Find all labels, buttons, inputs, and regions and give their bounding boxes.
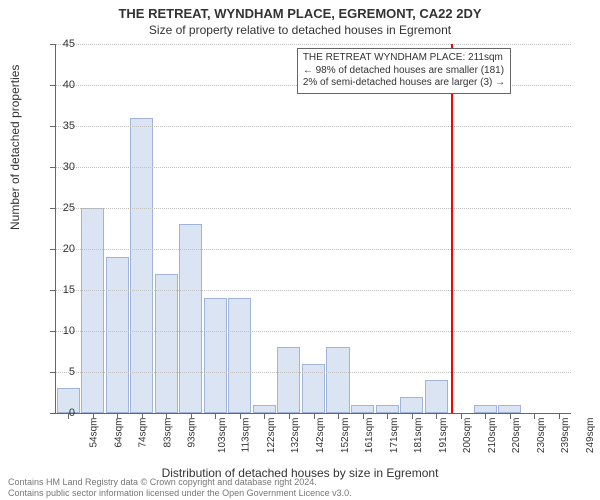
x-tick-label: 113sqm (241, 418, 252, 453)
x-tick (559, 413, 560, 419)
gridline (56, 208, 571, 209)
x-tick-label: 220sqm (511, 418, 522, 454)
reference-line (451, 44, 453, 413)
annotation-line: THE RETREAT WYNDHAM PLACE: 211sqm (303, 52, 505, 65)
x-tick-label: 103sqm (217, 418, 228, 454)
histogram-bar (277, 347, 300, 413)
histogram-bar (253, 405, 276, 413)
annotation-box: THE RETREAT WYNDHAM PLACE: 211sqm← 98% o… (297, 48, 511, 94)
x-tick (461, 413, 462, 419)
histogram-bar (130, 118, 153, 413)
gridline (56, 126, 571, 127)
gridline (56, 290, 571, 291)
x-tick-label: 64sqm (113, 418, 124, 448)
x-tick-label: 191sqm (438, 418, 449, 454)
x-tick-label: 54sqm (89, 418, 100, 448)
x-tick-label: 132sqm (291, 418, 302, 454)
gridline (56, 249, 571, 250)
x-tick (338, 413, 339, 419)
x-tick (117, 413, 118, 419)
gridline (56, 331, 571, 332)
x-tick-label: 83sqm (162, 418, 173, 448)
histogram-bar (498, 405, 521, 413)
chart-subtitle: Size of property relative to detached ho… (0, 21, 600, 37)
x-tick-label: 122sqm (266, 418, 277, 454)
histogram-bar (179, 224, 202, 413)
footer-line-2: Contains public sector information licen… (8, 488, 352, 498)
y-tick-label: 40 (47, 79, 75, 91)
x-tick (363, 413, 364, 419)
footer-line-1: Contains HM Land Registry data © Crown c… (8, 477, 352, 487)
annotation-line: ← 98% of detached houses are smaller (18… (303, 65, 505, 78)
histogram-bar (81, 208, 104, 413)
x-tick (264, 413, 265, 419)
histogram-bar (326, 347, 349, 413)
histogram-bar (204, 298, 227, 413)
histogram-bar (155, 274, 178, 413)
histogram-bar (400, 397, 423, 413)
x-tick (215, 413, 216, 419)
annotation-line: 2% of semi-detached houses are larger (3… (303, 77, 505, 90)
x-tick-label: 161sqm (364, 418, 375, 454)
x-tick-label: 171sqm (389, 418, 400, 454)
y-tick-label: 35 (47, 120, 75, 132)
x-tick-label: 93sqm (187, 418, 198, 448)
chart-title: THE RETREAT, WYNDHAM PLACE, EGREMONT, CA… (0, 0, 600, 21)
y-axis-label: Number of detached properties (8, 65, 22, 230)
footer-attribution: Contains HM Land Registry data © Crown c… (8, 477, 352, 498)
y-tick-label: 20 (47, 243, 75, 255)
x-tick-label: 142sqm (315, 418, 326, 454)
x-tick-label: 239sqm (560, 418, 571, 454)
x-tick (387, 413, 388, 419)
y-tick-label: 10 (47, 325, 75, 337)
x-tick-label: 200sqm (462, 418, 473, 454)
bars-layer (56, 44, 571, 413)
plot-area: 54sqm64sqm74sqm83sqm93sqm103sqm113sqm122… (55, 44, 571, 414)
x-tick (166, 413, 167, 419)
histogram-bar (425, 380, 448, 413)
x-tick (93, 413, 94, 419)
x-tick (142, 413, 143, 419)
y-tick-label: 45 (47, 38, 75, 50)
y-tick-label: 30 (47, 161, 75, 173)
y-tick-label: 5 (47, 366, 75, 378)
histogram-bar (474, 405, 497, 413)
histogram-bar (376, 405, 399, 413)
x-tick (240, 413, 241, 419)
gridline (56, 44, 571, 45)
x-tick (534, 413, 535, 419)
x-tick-label: 210sqm (487, 418, 498, 454)
histogram-bar (228, 298, 251, 413)
x-tick-label: 74sqm (138, 418, 149, 448)
x-tick (510, 413, 511, 419)
x-tick (314, 413, 315, 419)
y-tick-label: 0 (47, 407, 75, 419)
x-tick (289, 413, 290, 419)
histogram-bar (106, 257, 129, 413)
x-tick-label: 181sqm (413, 418, 424, 454)
gridline (56, 167, 571, 168)
x-tick (436, 413, 437, 419)
gridline (56, 372, 571, 373)
x-tick-label: 249sqm (585, 418, 596, 454)
y-tick-label: 15 (47, 284, 75, 296)
x-tick-label: 230sqm (536, 418, 547, 454)
histogram-bar (351, 405, 374, 413)
x-tick (412, 413, 413, 419)
chart-container: THE RETREAT, WYNDHAM PLACE, EGREMONT, CA… (0, 0, 600, 500)
x-tick (485, 413, 486, 419)
x-tick (191, 413, 192, 419)
y-tick-label: 25 (47, 202, 75, 214)
x-tick-label: 152sqm (340, 418, 351, 454)
